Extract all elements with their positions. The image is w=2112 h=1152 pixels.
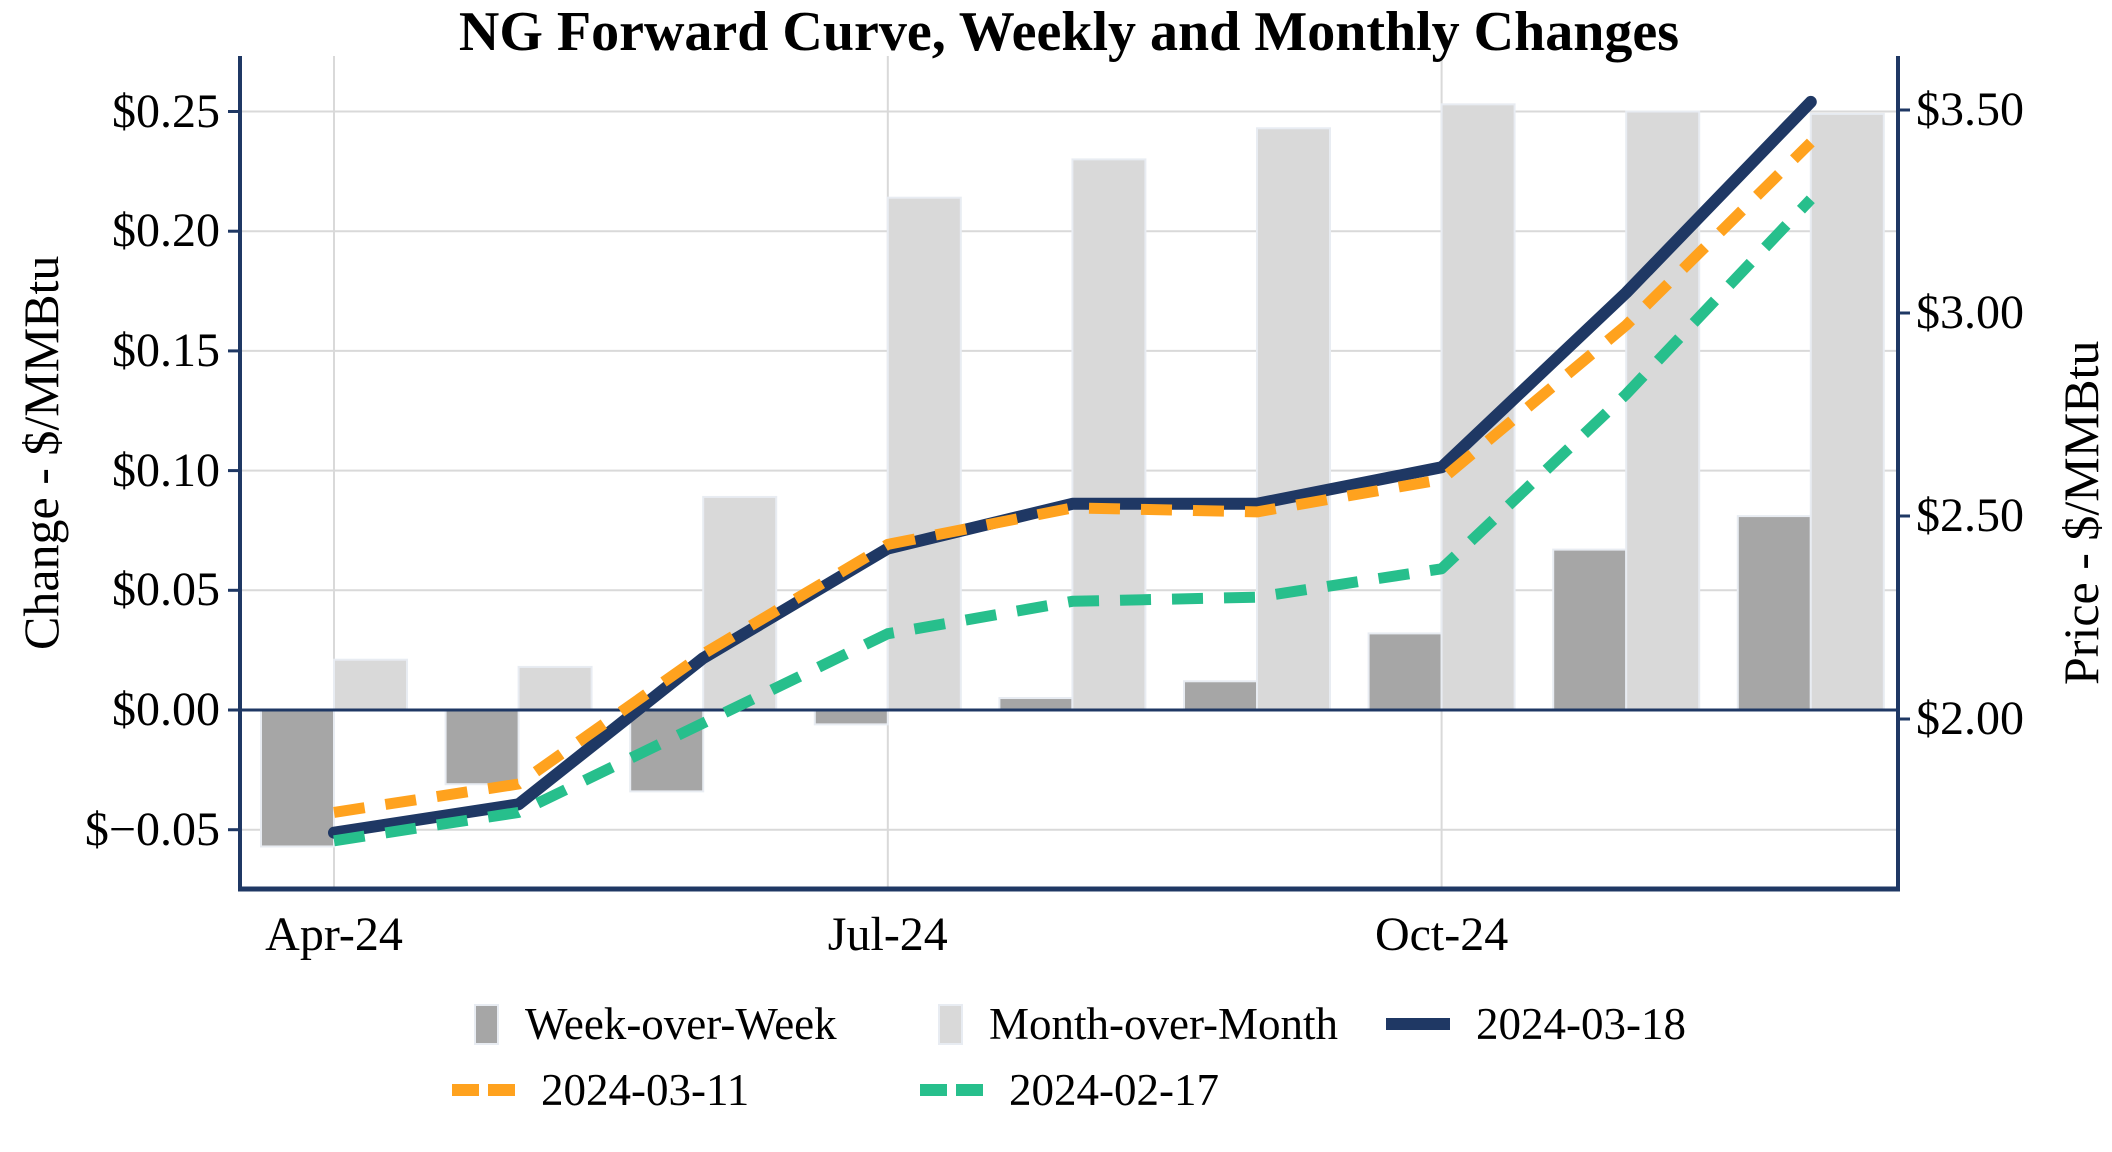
- x-axis-tick-label: Apr-24: [265, 908, 403, 961]
- right-axis-tick-label: $3.00: [1916, 286, 2024, 339]
- bar-week-over-week: [1736, 515, 1812, 711]
- bar-month-over-month: [1809, 112, 1885, 712]
- left-axis-tick-label: $0.20: [112, 204, 220, 258]
- bar-week-over-week: [998, 697, 1074, 712]
- left-axis-tick-label: $0.00: [112, 683, 220, 736]
- legend-item-2024-02-17: 2024-02-17: [920, 1064, 1219, 1116]
- legend-label: 2024-03-18: [1476, 999, 1686, 1049]
- right-axis-tick-label: $2.00: [1916, 692, 2024, 745]
- x-axis-tick-label: Oct-24: [1374, 908, 1509, 961]
- legend-label: Week-over-Week: [525, 999, 837, 1049]
- dashed-line-swatch-icon: [452, 1084, 515, 1096]
- right-axis-tick-label: $2.50: [1916, 489, 2024, 542]
- legend-label: Month-over-Month: [989, 999, 1339, 1049]
- bar-month-over-month: [517, 665, 593, 712]
- bar-week-over-week: [444, 709, 520, 786]
- legend-label: 2024-03-11: [541, 1065, 750, 1115]
- bar-month-over-month: [886, 196, 962, 711]
- dashed-line-swatch-icon: [920, 1084, 983, 1096]
- bar-month-over-month: [1256, 127, 1331, 711]
- bar-month-over-month: [1625, 110, 1701, 711]
- bar-week-over-week: [1552, 548, 1628, 711]
- legend-item-2024-03-11: 2024-03-11: [452, 1064, 749, 1116]
- bar-swatch-icon: [474, 1003, 499, 1045]
- bar-swatch-icon: [938, 1003, 963, 1045]
- chart-title: NG Forward Curve, Weekly and Monthly Cha…: [458, 1, 1680, 63]
- left-axis-tick-label: $−0.05: [84, 802, 220, 856]
- right-axis-tick-label: $3.50: [1916, 83, 2024, 136]
- left-axis-tick-label: $0.05: [112, 563, 220, 617]
- left-axis-tick-label: $0.10: [112, 443, 220, 497]
- bar-month-over-month: [1071, 158, 1147, 711]
- solid-line-swatch-icon: [1386, 1018, 1450, 1030]
- bar-month-over-month: [333, 658, 408, 712]
- bar-week-over-week: [1183, 680, 1258, 711]
- legend-label: 2024-02-17: [1009, 1065, 1219, 1115]
- bar-week-over-week: [813, 709, 889, 726]
- x-axis-tick-label: Jul-24: [827, 908, 948, 961]
- bar-week-over-week: [260, 709, 335, 848]
- legend-item-week-over-week: Week-over-Week: [474, 998, 837, 1050]
- bar-week-over-week: [1367, 632, 1443, 712]
- left-axis-tick-label: $0.25: [112, 84, 220, 138]
- line-series-2024-03-11: [333, 138, 1815, 818]
- line-series-2024-02-17: [333, 195, 1815, 847]
- line-series-2024-03-18: [328, 95, 1817, 839]
- legend-item-2024-03-18: 2024-03-18: [1386, 998, 1686, 1050]
- bar-month-over-month: [702, 495, 778, 711]
- right-axis-title: Price - $/MMBtu: [2053, 340, 2109, 685]
- legend-item-month-over-month: Month-over-Month: [938, 998, 1338, 1050]
- left-axis-tick-label: $0.15: [112, 323, 220, 377]
